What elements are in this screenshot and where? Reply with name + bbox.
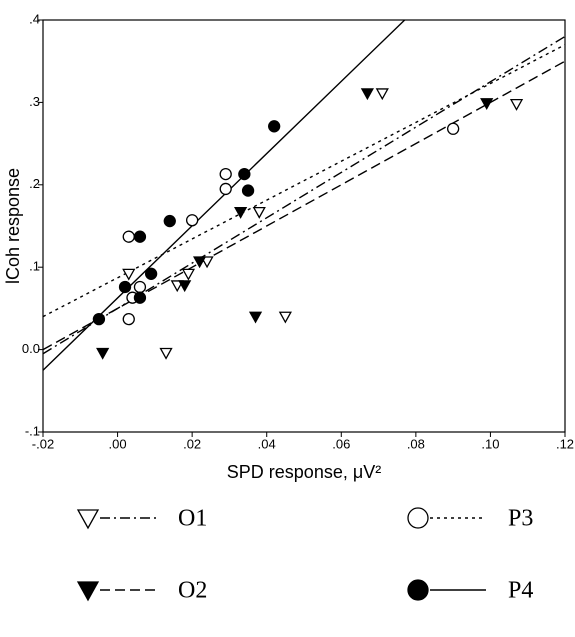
point (268, 120, 281, 133)
point (219, 167, 232, 181)
point (248, 311, 263, 324)
legend-marker (407, 579, 429, 601)
point (185, 214, 199, 227)
legend-marker (76, 509, 100, 530)
legend-label: O2 (178, 578, 207, 604)
point (163, 214, 176, 228)
legend-marker (407, 507, 429, 529)
point (238, 167, 251, 181)
point (122, 230, 135, 243)
point (252, 206, 266, 219)
point (509, 98, 524, 111)
y-tick-label: .2 (29, 176, 40, 191)
point (92, 312, 106, 326)
plot-frame (42, 19, 566, 433)
x-tick-label: .00 (109, 436, 127, 451)
x-tick-label: .02 (183, 436, 201, 451)
point (133, 291, 147, 304)
point (133, 230, 147, 243)
x-tick-label: .12 (556, 436, 574, 451)
y-tick-label: -.1 (25, 423, 40, 438)
legend-marker (76, 581, 100, 602)
point (144, 267, 158, 280)
point (178, 280, 192, 293)
y-tick-label: .1 (29, 259, 40, 274)
x-tick-label: .10 (481, 436, 499, 451)
point (159, 347, 173, 360)
y-axis-title: lCoh response (3, 168, 23, 284)
point (480, 98, 494, 111)
fit-line (42, 35, 566, 355)
point (192, 256, 207, 269)
point (446, 122, 460, 135)
point (133, 280, 147, 294)
point (219, 182, 232, 196)
x-tick-label: .04 (258, 436, 276, 451)
fit-line (42, 44, 566, 318)
point (234, 206, 248, 219)
legend-label: O1 (178, 506, 207, 532)
point (96, 347, 110, 360)
point (375, 88, 389, 101)
x-tick-label: .08 (407, 436, 425, 451)
x-axis-title: SPD response, μV² (227, 462, 381, 482)
point (278, 311, 292, 324)
legend-label: P3 (508, 506, 533, 532)
y-tick-label: 0.0 (22, 341, 40, 356)
y-tick-label: .4 (29, 11, 40, 26)
point (360, 88, 374, 101)
x-tick-label: -.02 (32, 436, 54, 451)
point (122, 268, 136, 281)
legend-label: P4 (508, 578, 533, 604)
x-tick-label: .06 (332, 436, 350, 451)
y-tick-label: .3 (29, 94, 40, 109)
point (118, 280, 132, 294)
point (181, 268, 196, 281)
point (122, 312, 135, 326)
point (241, 184, 255, 197)
fit-line (42, 19, 406, 371)
